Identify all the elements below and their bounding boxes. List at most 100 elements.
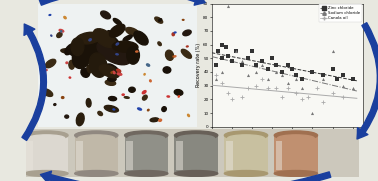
Ellipse shape	[25, 171, 68, 176]
Bar	[225, 135, 268, 173]
Ellipse shape	[71, 38, 84, 56]
Ellipse shape	[65, 44, 74, 55]
Point	[219, 71, 225, 73]
Point	[213, 73, 219, 76]
Ellipse shape	[274, 171, 318, 176]
Ellipse shape	[187, 114, 189, 117]
Ellipse shape	[76, 32, 101, 44]
Ellipse shape	[155, 17, 163, 23]
Bar	[175, 135, 218, 173]
Point	[245, 73, 251, 76]
Ellipse shape	[96, 47, 102, 49]
Ellipse shape	[28, 135, 65, 142]
Bar	[25, 135, 68, 173]
Point	[293, 91, 299, 94]
Ellipse shape	[105, 80, 116, 85]
Ellipse shape	[113, 109, 115, 110]
Ellipse shape	[182, 19, 184, 20]
Point	[265, 68, 271, 71]
Ellipse shape	[105, 31, 112, 43]
Point	[225, 91, 231, 94]
Ellipse shape	[174, 90, 183, 95]
Point	[249, 50, 255, 53]
Ellipse shape	[134, 31, 148, 45]
Ellipse shape	[127, 47, 139, 64]
Ellipse shape	[113, 71, 115, 74]
Ellipse shape	[174, 32, 176, 33]
Ellipse shape	[62, 97, 64, 98]
Bar	[75, 135, 118, 173]
Point	[215, 50, 221, 53]
Point	[330, 91, 336, 94]
Ellipse shape	[116, 43, 119, 45]
Point	[229, 98, 235, 101]
Ellipse shape	[147, 109, 149, 111]
Point	[279, 71, 285, 73]
Point	[285, 64, 291, 67]
Point	[285, 87, 291, 90]
Ellipse shape	[75, 131, 118, 140]
Ellipse shape	[98, 111, 102, 115]
Point	[233, 50, 239, 53]
Ellipse shape	[108, 77, 116, 81]
Point	[313, 87, 319, 90]
Point	[310, 71, 316, 73]
Ellipse shape	[128, 135, 164, 142]
Ellipse shape	[150, 80, 151, 82]
Ellipse shape	[89, 53, 107, 77]
Point	[213, 77, 219, 80]
Point	[253, 71, 259, 73]
Point	[253, 64, 259, 67]
Point	[225, 5, 231, 8]
Ellipse shape	[136, 51, 138, 52]
Point	[253, 84, 259, 87]
Point	[319, 101, 325, 104]
Ellipse shape	[225, 171, 268, 176]
Point	[340, 95, 346, 98]
Point	[299, 87, 305, 90]
Ellipse shape	[79, 55, 82, 59]
Ellipse shape	[111, 72, 112, 73]
Ellipse shape	[125, 131, 168, 140]
Point	[340, 73, 346, 76]
Ellipse shape	[167, 96, 169, 97]
Point	[299, 98, 305, 101]
Ellipse shape	[172, 33, 174, 36]
Ellipse shape	[228, 135, 264, 142]
Ellipse shape	[45, 59, 56, 68]
Ellipse shape	[122, 94, 124, 95]
Bar	[76, 141, 83, 170]
Ellipse shape	[108, 96, 116, 101]
Point	[334, 77, 340, 80]
Point	[319, 77, 325, 80]
Point	[310, 111, 316, 114]
Ellipse shape	[109, 24, 125, 37]
Point	[269, 57, 275, 60]
Point	[350, 87, 356, 90]
Ellipse shape	[76, 113, 84, 126]
Point	[225, 54, 231, 57]
Point	[219, 43, 225, 46]
Ellipse shape	[117, 73, 122, 75]
Ellipse shape	[158, 42, 161, 46]
Point	[285, 81, 291, 84]
Ellipse shape	[81, 68, 90, 77]
Point	[330, 50, 336, 53]
Ellipse shape	[101, 11, 110, 19]
Point	[350, 77, 356, 80]
Ellipse shape	[75, 171, 118, 176]
Ellipse shape	[86, 99, 91, 107]
X-axis label: Organic content (%): Organic content (%)	[263, 136, 312, 141]
Ellipse shape	[57, 32, 62, 37]
Point	[259, 77, 265, 80]
Ellipse shape	[66, 62, 68, 64]
Ellipse shape	[175, 171, 218, 176]
Ellipse shape	[277, 135, 314, 142]
Ellipse shape	[104, 105, 118, 112]
Point	[245, 57, 251, 60]
Ellipse shape	[147, 64, 150, 66]
Ellipse shape	[72, 42, 92, 68]
Ellipse shape	[150, 118, 159, 122]
Point	[340, 84, 346, 87]
Point	[229, 60, 235, 62]
